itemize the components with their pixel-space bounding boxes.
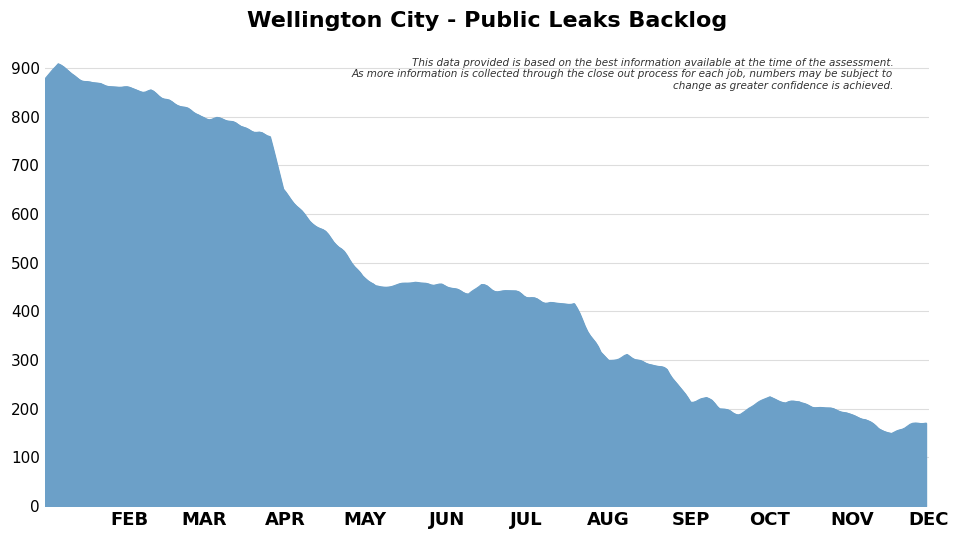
Title: Wellington City - Public Leaks Backlog: Wellington City - Public Leaks Backlog	[247, 11, 727, 31]
Text: This data provided is based on the best information available at the time of the: This data provided is based on the best …	[352, 58, 894, 91]
